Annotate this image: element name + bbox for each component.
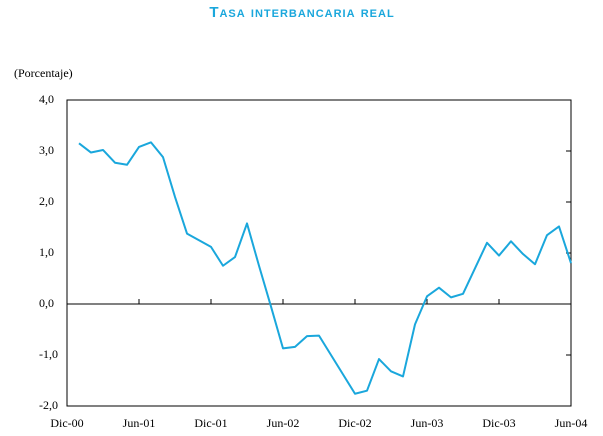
y-tick-label: 1,0: [39, 245, 54, 259]
chart-title: Tasa interbancaria real: [209, 4, 394, 21]
x-tick-label: Jun-01: [123, 416, 156, 430]
x-tick-label: Jun-04: [555, 416, 588, 430]
y-tick-label: -1,0: [39, 347, 58, 361]
x-tick-label: Jun-03: [411, 416, 444, 430]
x-tick-label: Dic-01: [194, 416, 227, 430]
x-tick-label: Dic-02: [338, 416, 371, 430]
data-line: [78, 141, 572, 395]
y-axis-label: (Porcentaje): [14, 66, 73, 80]
x-tick-label: Dic-03: [482, 416, 515, 430]
y-tick-label: 0,0: [39, 296, 54, 310]
y-tick-label: 2,0: [39, 194, 54, 208]
x-tick-label: Jun-02: [267, 416, 300, 430]
y-tick-label: -2,0: [39, 398, 58, 412]
x-tick-label: Dic-00: [50, 416, 83, 430]
y-tick-label: 4,0: [39, 92, 54, 106]
y-tick-label: 3,0: [39, 143, 54, 157]
